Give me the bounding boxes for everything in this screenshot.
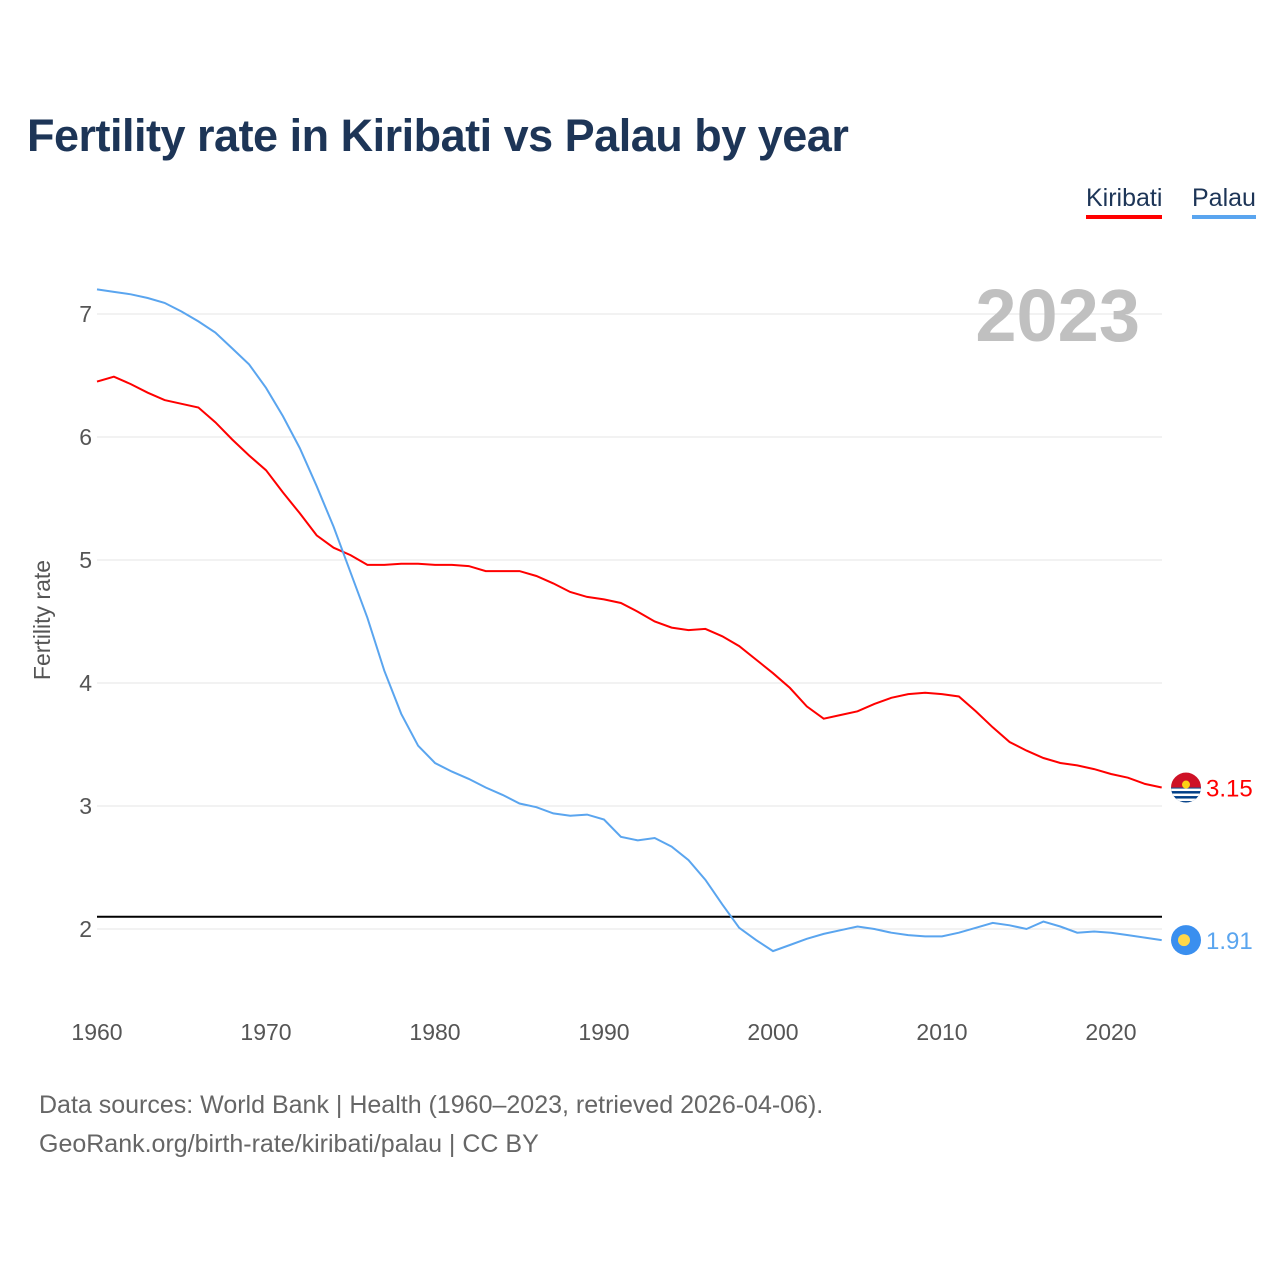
x-tick-label: 1980	[409, 1019, 460, 1045]
source-link[interactable]: GeoRank.org/birth-rate/kiribati/palau | …	[39, 1130, 539, 1158]
x-tick-label: 2010	[916, 1019, 967, 1045]
x-tick-label: 1960	[71, 1019, 122, 1045]
end-value-label: 1.91	[1206, 928, 1253, 955]
end-value-label: 3.15	[1206, 776, 1253, 803]
x-tick-label: 2000	[747, 1019, 798, 1045]
chart-title: Fertility rate in Kiribati vs Palau by y…	[27, 110, 849, 161]
year-label: 2023	[975, 274, 1140, 357]
flag-wave	[1171, 793, 1201, 797]
series-line-palau	[96, 288, 1162, 953]
flag-wave	[1171, 798, 1201, 802]
source-note: Data sources: World Bank | Health (1960–…	[39, 1086, 823, 1164]
y-axis-label: Fertility rate	[29, 560, 55, 680]
flag-wave	[1171, 788, 1201, 792]
series-line-kiribati	[96, 375, 1162, 789]
flag-moon	[1178, 934, 1190, 947]
y-tick-label: 4	[79, 670, 92, 696]
legend-palau[interactable]: Palau	[1192, 184, 1256, 219]
y-tick-label: 6	[79, 424, 92, 450]
y-tick-label: 5	[79, 547, 92, 573]
palau-flag-icon	[1171, 925, 1201, 956]
flag-body	[1171, 772, 1201, 803]
y-tick-label: 2	[79, 916, 92, 942]
x-tick-label: 1990	[578, 1019, 629, 1045]
legend-kiribati[interactable]: Kiribati	[1086, 184, 1163, 219]
x-tick-label: 1970	[240, 1019, 291, 1045]
y-tick-label: 3	[79, 793, 92, 819]
flag-sun	[1182, 780, 1190, 789]
y-tick-label: 7	[79, 301, 92, 327]
source-line: Data sources: World Bank | Health (1960–…	[39, 1091, 824, 1119]
flag-red	[1171, 772, 1201, 788]
kiribati-flag-icon	[1171, 772, 1201, 803]
x-tick-label: 2020	[1085, 1019, 1136, 1045]
